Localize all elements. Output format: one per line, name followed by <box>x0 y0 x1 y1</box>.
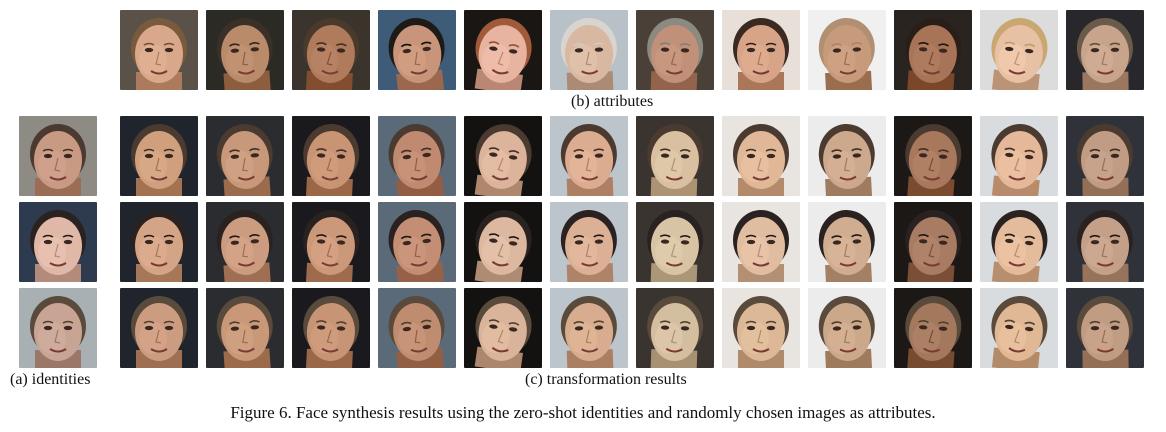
attribute-9-image <box>808 10 886 90</box>
attribute-2-image <box>206 10 284 90</box>
result-r3-c7-image <box>636 288 714 368</box>
result-r2-c11-image <box>980 202 1058 282</box>
result-r1-c1-image <box>120 116 198 196</box>
result-r1-c9-image <box>808 116 886 196</box>
result-r3-c1-image <box>120 288 198 368</box>
result-r2-c8-image <box>722 202 800 282</box>
figure-caption: Figure 6. Face synthesis results using t… <box>0 403 1166 423</box>
result-r3-c11-image <box>980 288 1058 368</box>
result-r2-c6-image <box>550 202 628 282</box>
attribute-7-image <box>636 10 714 90</box>
attribute-6-image <box>550 10 628 90</box>
result-r3-c5-image <box>464 288 542 368</box>
result-r1-c12-image <box>1066 116 1144 196</box>
identity-3-image <box>19 288 97 368</box>
result-r1-c8-image <box>722 116 800 196</box>
result-r2-c10-image <box>894 202 972 282</box>
result-r2-c2-image <box>206 202 284 282</box>
identity-2-image <box>19 202 97 282</box>
result-r2-c5-image <box>464 202 542 282</box>
attribute-10-image <box>894 10 972 90</box>
results-label: (c) transformation results <box>525 371 687 388</box>
result-r1-c10-image <box>894 116 972 196</box>
result-r3-c10-image <box>894 288 972 368</box>
result-r2-c9-image <box>808 202 886 282</box>
result-r2-c1-image <box>120 202 198 282</box>
result-r2-c12-image <box>1066 202 1144 282</box>
attribute-3-image <box>292 10 370 90</box>
result-r2-c7-image <box>636 202 714 282</box>
attribute-4-image <box>378 10 456 90</box>
result-r3-c8-image <box>722 288 800 368</box>
result-r3-c4-image <box>378 288 456 368</box>
result-r1-c11-image <box>980 116 1058 196</box>
result-r3-c12-image <box>1066 288 1144 368</box>
attribute-12-image <box>1066 10 1144 90</box>
result-r1-c6-image <box>550 116 628 196</box>
figure-caption-text: Face synthesis results using the zero-sh… <box>295 403 936 422</box>
attribute-1-image <box>120 10 198 90</box>
attribute-5-image <box>464 10 542 90</box>
result-r3-c3-image <box>292 288 370 368</box>
cut-off-text-strip <box>0 0 1166 8</box>
result-r3-c9-image <box>808 288 886 368</box>
identities-label: (a) identities <box>10 371 91 388</box>
result-r1-c7-image <box>636 116 714 196</box>
identity-1-image <box>19 116 97 196</box>
result-r2-c3-image <box>292 202 370 282</box>
result-r1-c3-image <box>292 116 370 196</box>
attributes-label: (b) attributes <box>571 93 654 110</box>
result-r1-c4-image <box>378 116 456 196</box>
figure-number: Figure 6. <box>230 403 292 422</box>
result-r3-c2-image <box>206 288 284 368</box>
attribute-11-image <box>980 10 1058 90</box>
result-r1-c2-image <box>206 116 284 196</box>
attribute-8-image <box>722 10 800 90</box>
result-r1-c5-image <box>464 116 542 196</box>
result-r2-c4-image <box>378 202 456 282</box>
result-r3-c6-image <box>550 288 628 368</box>
